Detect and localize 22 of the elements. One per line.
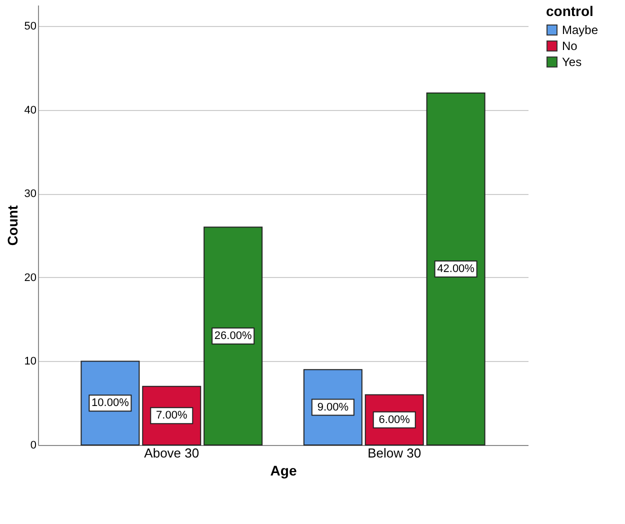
- legend-label: No: [562, 39, 578, 53]
- legend-label: Maybe: [562, 23, 598, 37]
- y-tick-label: 0: [30, 440, 36, 452]
- legend-label: Yes: [562, 55, 582, 69]
- y-tick-label: 30: [24, 188, 36, 200]
- data-label: 42.00%: [437, 263, 475, 275]
- x-tick-label: Above 30: [144, 446, 200, 460]
- y-tick-label: 50: [24, 20, 36, 32]
- x-tick-label: Below 30: [368, 446, 422, 460]
- y-tick-label: 40: [24, 104, 36, 116]
- y-tick-label: 20: [24, 272, 36, 284]
- data-label: 9.00%: [317, 401, 349, 414]
- x-axis-title: Age: [270, 462, 297, 478]
- data-label: 26.00%: [214, 330, 252, 342]
- y-tick-label: 10: [24, 356, 36, 368]
- data-label: 6.00%: [378, 414, 410, 426]
- legend-title: control: [546, 3, 594, 19]
- data-label: 7.00%: [156, 410, 188, 422]
- bar: [204, 226, 263, 446]
- y-axis-title: Count: [4, 204, 20, 246]
- bar: [426, 92, 486, 446]
- data-label: 10.00%: [92, 397, 130, 410]
